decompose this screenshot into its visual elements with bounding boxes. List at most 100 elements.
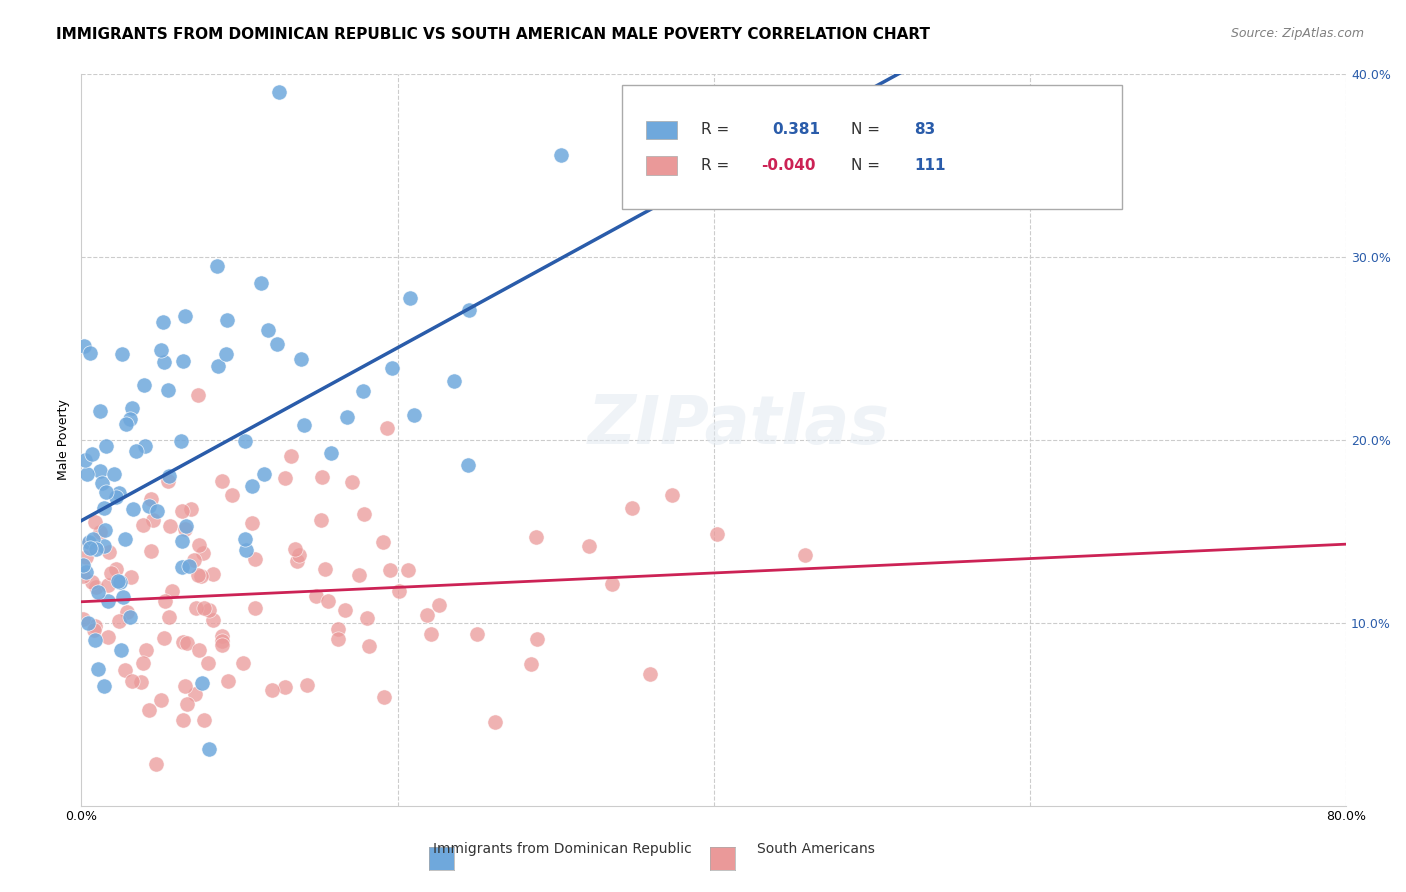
Point bbox=[108, 574, 131, 589]
Point bbox=[404, 409, 426, 423]
Point bbox=[173, 310, 195, 324]
Point bbox=[319, 446, 342, 460]
Point bbox=[240, 516, 263, 531]
Point bbox=[89, 404, 111, 418]
Point bbox=[93, 501, 115, 516]
Point bbox=[129, 674, 152, 689]
Y-axis label: Male Poverty: Male Poverty bbox=[58, 399, 70, 480]
Point bbox=[381, 361, 404, 376]
Text: N =: N = bbox=[852, 122, 880, 137]
Point bbox=[87, 662, 110, 676]
Point bbox=[217, 673, 239, 688]
Point bbox=[198, 602, 221, 616]
Point bbox=[97, 578, 120, 592]
FancyBboxPatch shape bbox=[645, 121, 678, 139]
Point bbox=[232, 657, 254, 671]
Point bbox=[353, 384, 375, 399]
Point bbox=[202, 613, 225, 627]
Point bbox=[193, 714, 215, 728]
Point bbox=[87, 585, 110, 599]
Point bbox=[121, 673, 143, 688]
Point bbox=[172, 713, 194, 727]
Point bbox=[94, 485, 117, 500]
Point bbox=[388, 584, 411, 599]
Point bbox=[150, 343, 173, 357]
Point bbox=[184, 687, 207, 701]
Point bbox=[142, 513, 165, 527]
Point bbox=[188, 538, 211, 552]
Point bbox=[280, 449, 302, 463]
Point bbox=[77, 535, 100, 549]
Point bbox=[205, 259, 228, 273]
Point bbox=[84, 619, 107, 633]
Point bbox=[162, 583, 184, 598]
Point bbox=[706, 527, 728, 541]
Point bbox=[153, 593, 176, 607]
Point bbox=[105, 490, 128, 504]
Text: R =: R = bbox=[702, 122, 730, 137]
Point bbox=[285, 553, 308, 567]
Point bbox=[115, 605, 138, 619]
Point bbox=[309, 512, 332, 526]
Point bbox=[333, 603, 356, 617]
Text: IMMIGRANTS FROM DOMINICAN REPUBLIC VS SOUTH AMERICAN MALE POVERTY CORRELATION CH: IMMIGRANTS FROM DOMINICAN REPUBLIC VS SO… bbox=[56, 27, 931, 42]
Point bbox=[153, 631, 176, 645]
Point bbox=[526, 632, 548, 647]
Text: 111: 111 bbox=[914, 158, 946, 172]
Point bbox=[176, 697, 198, 711]
Point bbox=[86, 580, 108, 594]
Text: -0.040: -0.040 bbox=[761, 158, 815, 172]
Point bbox=[233, 434, 256, 448]
Point bbox=[135, 642, 157, 657]
Point bbox=[243, 601, 266, 615]
Point bbox=[159, 518, 181, 533]
Point bbox=[283, 542, 305, 557]
Point bbox=[458, 302, 481, 317]
Point bbox=[233, 532, 256, 546]
Point bbox=[197, 657, 219, 671]
Text: South Americans: South Americans bbox=[756, 842, 875, 856]
Point bbox=[465, 626, 488, 640]
Point bbox=[91, 476, 114, 491]
Point bbox=[80, 575, 103, 590]
Text: Immigrants from Dominican Republic: Immigrants from Dominican Republic bbox=[433, 842, 692, 856]
Point bbox=[94, 523, 117, 537]
Point bbox=[172, 560, 194, 574]
Point bbox=[211, 638, 233, 652]
Point bbox=[98, 544, 121, 558]
Point bbox=[262, 683, 284, 698]
Point bbox=[419, 627, 441, 641]
Point bbox=[75, 566, 97, 580]
FancyBboxPatch shape bbox=[621, 85, 1122, 209]
Point bbox=[152, 315, 174, 329]
Point bbox=[347, 568, 370, 582]
Text: R =: R = bbox=[702, 158, 730, 172]
Point bbox=[150, 693, 173, 707]
Point bbox=[273, 680, 295, 694]
Point bbox=[375, 421, 398, 435]
Point bbox=[266, 337, 288, 351]
Point bbox=[173, 522, 195, 536]
Point bbox=[114, 663, 136, 677]
Point bbox=[157, 469, 180, 483]
Point bbox=[188, 643, 211, 657]
Point bbox=[141, 544, 163, 558]
Point bbox=[122, 501, 145, 516]
Point bbox=[152, 354, 174, 368]
Point bbox=[235, 543, 257, 558]
Point bbox=[342, 475, 364, 490]
Point bbox=[114, 532, 136, 546]
Point bbox=[180, 502, 202, 516]
Point bbox=[107, 574, 129, 588]
Point bbox=[292, 418, 315, 433]
Point bbox=[121, 401, 143, 415]
Point bbox=[550, 148, 572, 162]
Point bbox=[80, 447, 103, 461]
Point bbox=[174, 518, 197, 533]
Point bbox=[396, 563, 419, 577]
Point bbox=[211, 629, 233, 643]
Point bbox=[179, 559, 201, 574]
Text: 0.381: 0.381 bbox=[772, 122, 820, 137]
Point bbox=[288, 548, 311, 562]
Text: 83: 83 bbox=[914, 122, 936, 137]
